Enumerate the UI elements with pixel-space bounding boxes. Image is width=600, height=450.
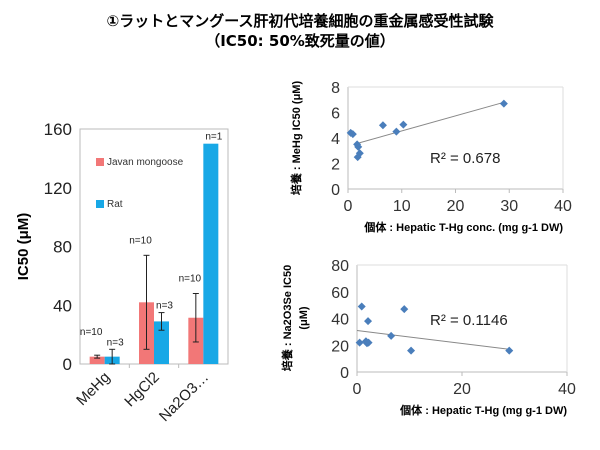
y-axis-label: 培養 : Na2O3Se IC50 <box>280 265 294 371</box>
x-tick-label: MeHg <box>73 369 113 409</box>
data-point <box>348 130 357 139</box>
x-tick-label: 10 <box>393 198 411 215</box>
x-tick-label: HgCl2 <box>121 369 162 410</box>
trendline <box>356 330 510 350</box>
data-point <box>355 149 364 158</box>
legend-swatch <box>96 158 104 166</box>
n-label: n=3 <box>107 337 124 348</box>
n-label: n=10 <box>80 327 103 338</box>
x-tick-label: 0 <box>353 381 362 398</box>
y-tick-label: 0 <box>340 365 349 382</box>
data-point <box>357 302 366 311</box>
y-tick-label: 0 <box>331 182 340 199</box>
y-tick-label: 20 <box>331 338 349 355</box>
y-tick-label: 6 <box>331 106 340 123</box>
data-point <box>364 317 373 326</box>
x-axis-label: 個体 : Hepatic T-Hg conc. (mg g-1 DW) <box>363 220 563 234</box>
bar-rat <box>154 321 169 364</box>
bar-javan-mongoose <box>89 356 105 364</box>
y-tick-label: 160 <box>44 120 72 139</box>
y-axis-label: 培養 : MeHg IC50 (μM) <box>289 81 303 196</box>
y-tick-label: 4 <box>331 131 340 148</box>
x-tick-label: 40 <box>554 198 572 215</box>
r-squared-annotation: R² = 0.1146 <box>430 312 508 329</box>
x-tick-label: 40 <box>558 381 576 398</box>
y-tick-label: 40 <box>331 312 349 329</box>
y-axis-label: IC50 (μM) <box>15 213 32 281</box>
y-tick-label: 80 <box>331 258 349 275</box>
data-point <box>392 127 401 136</box>
x-axis-label: 個体 : Hepatic T-Hg (mg g-1 DW) <box>399 403 567 417</box>
bar-rat <box>203 143 219 364</box>
y-tick-label: 8 <box>331 80 340 97</box>
y-tick-label: 60 <box>331 285 349 302</box>
y-tick-label: 40 <box>53 296 72 315</box>
y-tick-label: 120 <box>44 179 72 198</box>
data-point <box>407 346 416 355</box>
y-tick-label: 80 <box>53 238 72 257</box>
data-point <box>499 99 508 108</box>
x-tick-label: 30 <box>500 198 518 215</box>
y-axis-label-unit: (μM) <box>298 306 310 330</box>
data-point <box>354 142 363 151</box>
x-tick-label: 20 <box>447 198 465 215</box>
slide-subtitle: （IC50: 50%致死量の値） <box>205 32 395 50</box>
n-label: n=3 <box>156 301 173 312</box>
r-squared-annotation: R² = 0.678 <box>430 150 500 167</box>
n-label: n=10 <box>129 235 152 246</box>
data-point <box>399 120 408 129</box>
y-tick-label: 2 <box>331 157 340 174</box>
x-tick-label: Na2O3… <box>156 369 212 425</box>
legend-label: Javan mongoose <box>107 157 184 168</box>
x-tick-label: 0 <box>344 198 353 215</box>
data-point <box>378 121 387 130</box>
data-point <box>387 331 396 340</box>
data-point <box>400 305 409 314</box>
data-point <box>505 346 514 355</box>
data-point <box>355 338 364 347</box>
legend-swatch <box>96 200 104 208</box>
legend-label: Rat <box>107 199 123 210</box>
x-tick-label: 20 <box>453 381 471 398</box>
slide-title: ①ラットとマングース肝初代培養細胞の重金属感受性試験 <box>106 12 494 30</box>
n-label: n=1 <box>205 132 222 143</box>
n-label: n=10 <box>179 274 202 285</box>
data-point <box>364 338 373 347</box>
y-tick-label: 0 <box>63 355 72 374</box>
trendline <box>355 101 505 145</box>
